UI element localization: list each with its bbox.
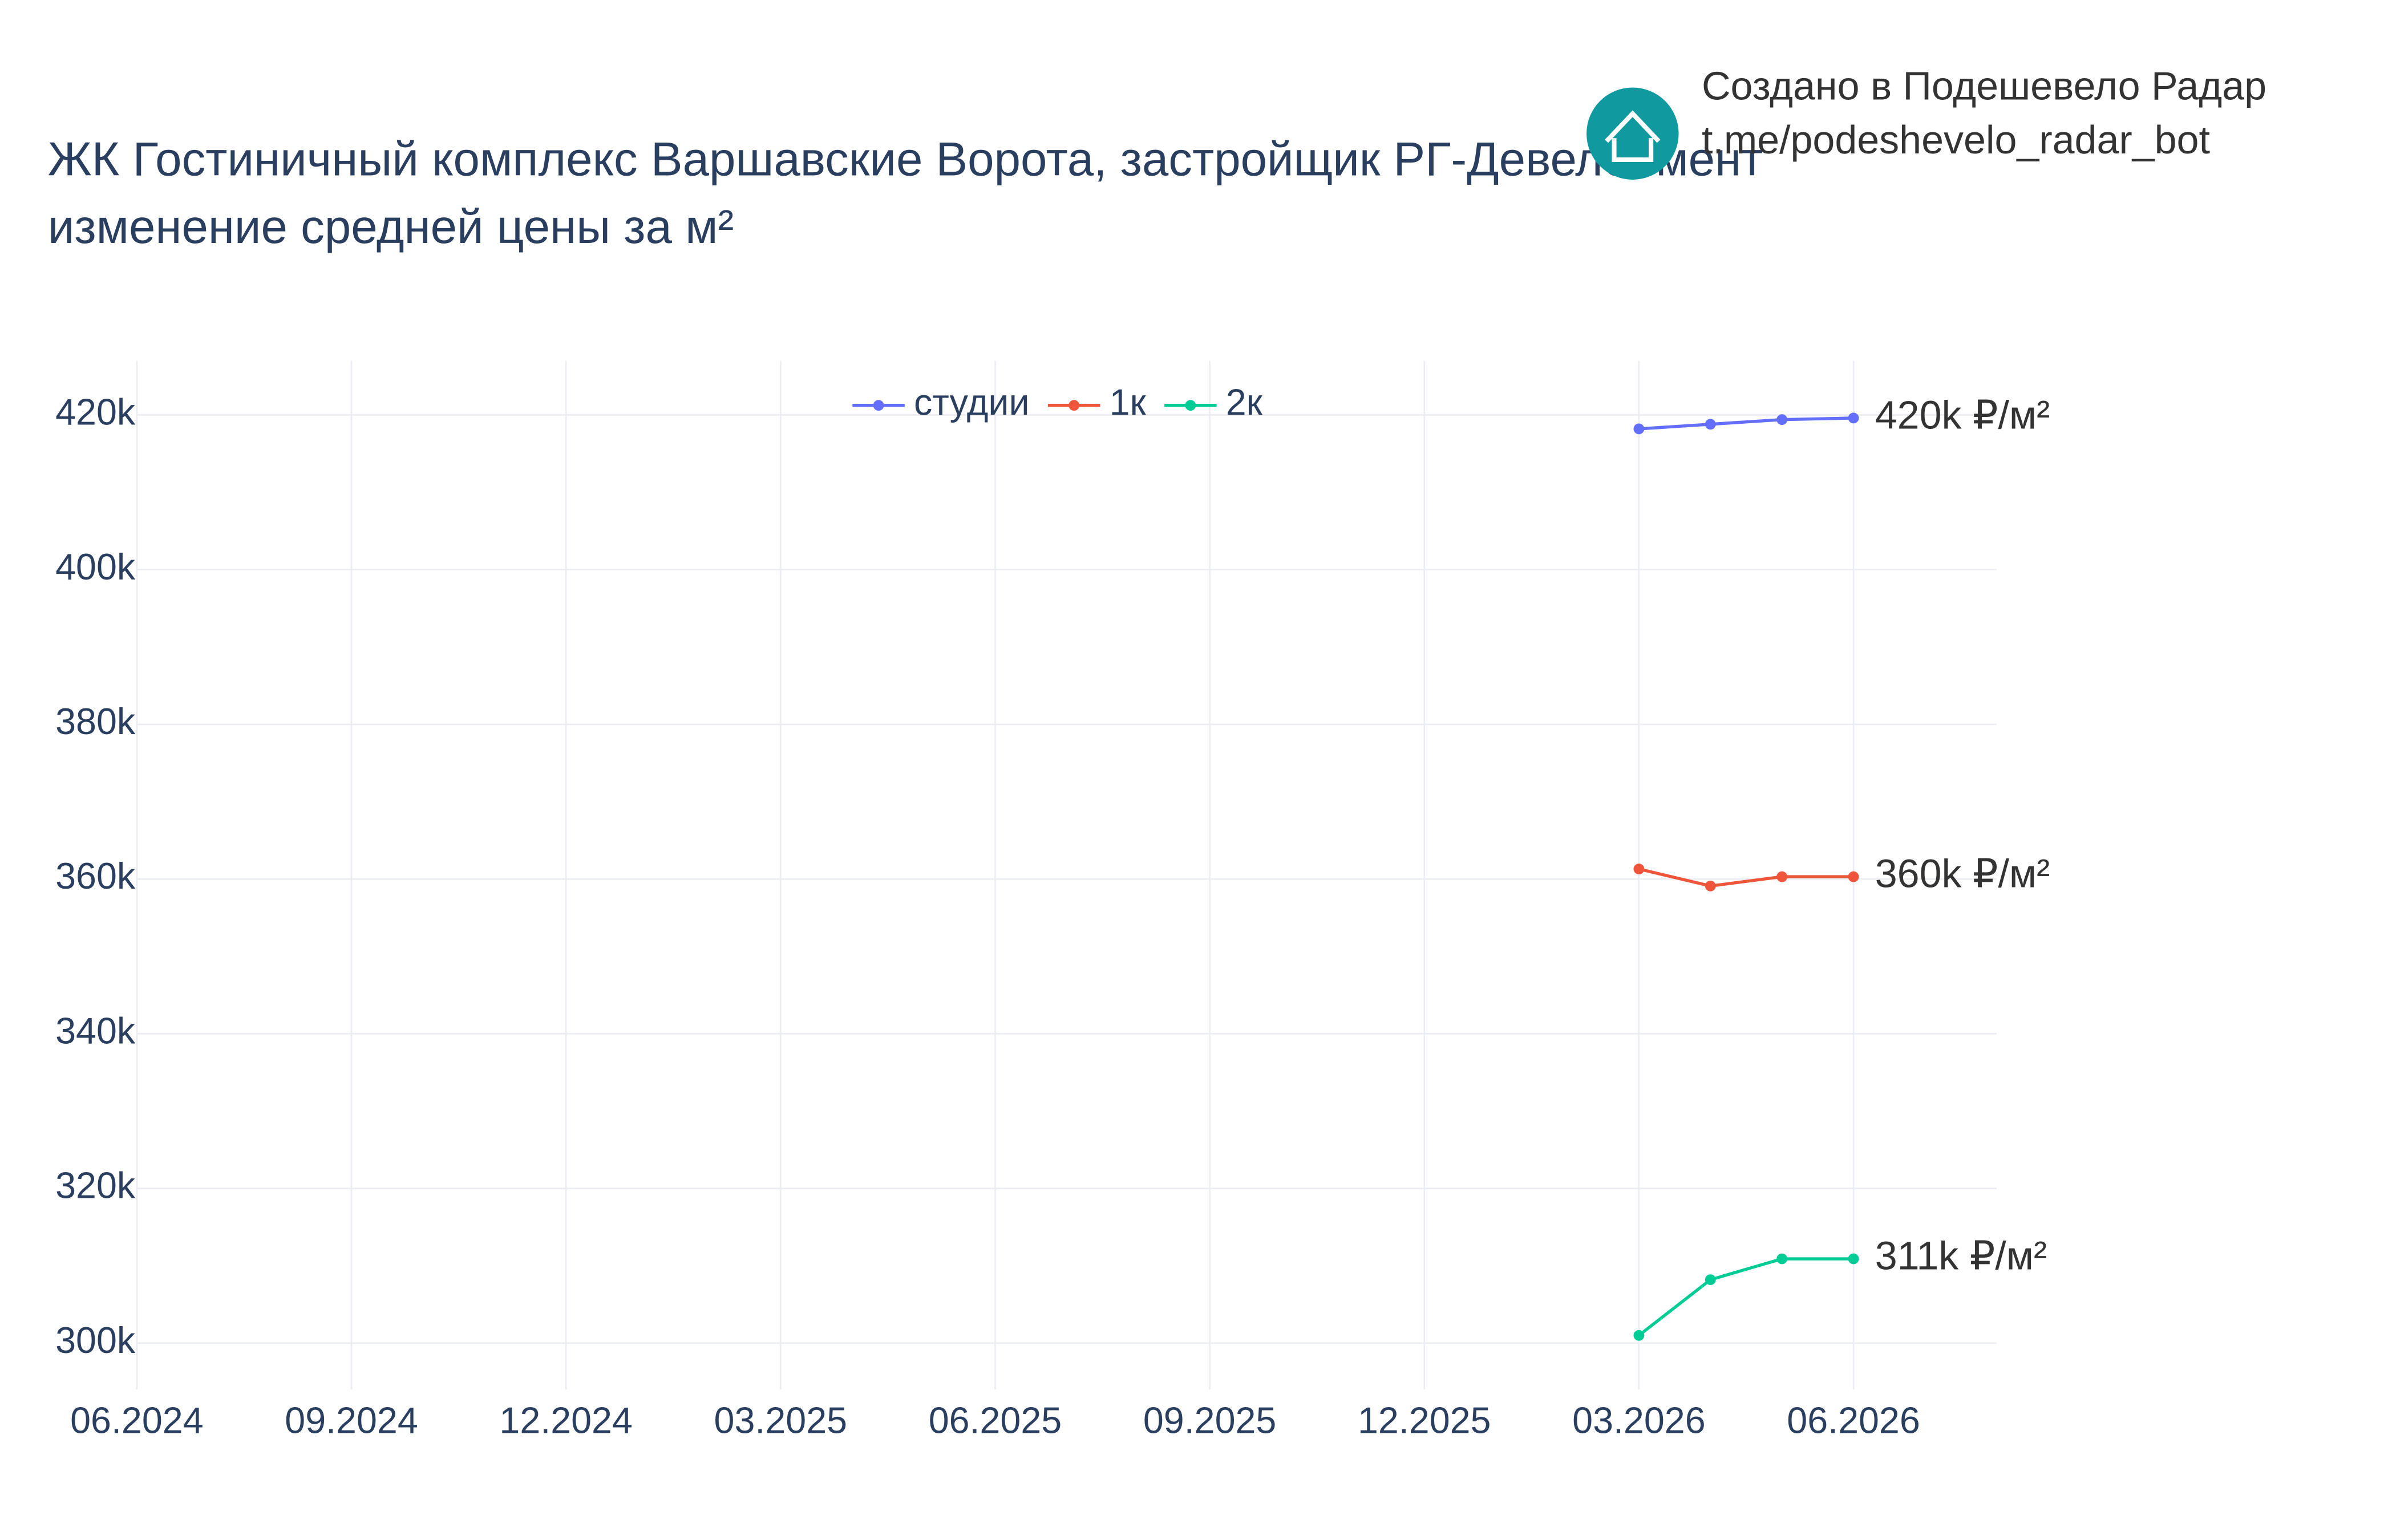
data-point <box>1776 1253 1788 1265</box>
legend-marker <box>873 400 884 411</box>
y-tick-label: 380k <box>55 701 136 742</box>
value-label: 311k ₽/м² <box>1875 1233 2047 1278</box>
x-tick-label: 12.2025 <box>1358 1400 1491 1441</box>
value-label: 420k ₽/м² <box>1875 392 2050 437</box>
data-point <box>1776 414 1788 425</box>
x-tick-label: 03.2025 <box>714 1400 848 1441</box>
data-point <box>1633 423 1645 435</box>
logo <box>1586 87 1679 180</box>
x-tick-label: 09.2025 <box>1143 1400 1277 1441</box>
watermark: Создано в Подешевело Радар <box>1702 64 2267 108</box>
value-label: 360k ₽/м² <box>1875 852 2050 896</box>
y-tick-label: 420k <box>55 392 136 433</box>
data-point <box>1848 412 1859 424</box>
data-point <box>1705 880 1716 891</box>
x-tick-label: 06.2026 <box>1787 1400 1920 1441</box>
legend: студии 1к 2к <box>852 382 1263 423</box>
legend-label: студии <box>914 382 1030 423</box>
y-tick-label: 400k <box>55 546 136 587</box>
data-point <box>1848 871 1859 882</box>
legend-label: 2к <box>1226 382 1263 423</box>
legend-marker <box>1069 400 1080 411</box>
x-tick-label: 03.2026 <box>1572 1400 1706 1441</box>
data-point <box>1633 1330 1645 1341</box>
legend-label: 1к <box>1110 382 1147 423</box>
legend-marker <box>1185 400 1196 411</box>
y-tick-label: 340k <box>55 1010 136 1051</box>
data-point <box>1705 1274 1716 1286</box>
y-tick-label: 360k <box>55 856 136 897</box>
data-point <box>1633 864 1645 874</box>
data-point <box>1848 1253 1859 1265</box>
chart-subtitle: изменение средней цены за м² <box>48 200 734 253</box>
chart-title: ЖК Гостиничный комплекс Варшавские Ворот… <box>48 132 1763 185</box>
x-tick-label: 09.2024 <box>285 1400 418 1441</box>
data-point <box>1776 871 1788 882</box>
series-line <box>1638 867 1854 888</box>
y-tick-label: 320k <box>55 1165 136 1206</box>
x-tick-label: 06.2024 <box>70 1400 204 1441</box>
x-tick-label: 12.2024 <box>499 1400 633 1441</box>
x-tick-label: 06.2025 <box>929 1400 1062 1441</box>
series-line <box>1638 416 1854 431</box>
series-line <box>1638 1257 1854 1337</box>
data-point <box>1705 419 1716 430</box>
y-tick-label: 300k <box>55 1320 136 1361</box>
watermark-link: t.me/podeshevelo_radar_bot <box>1702 117 2210 162</box>
